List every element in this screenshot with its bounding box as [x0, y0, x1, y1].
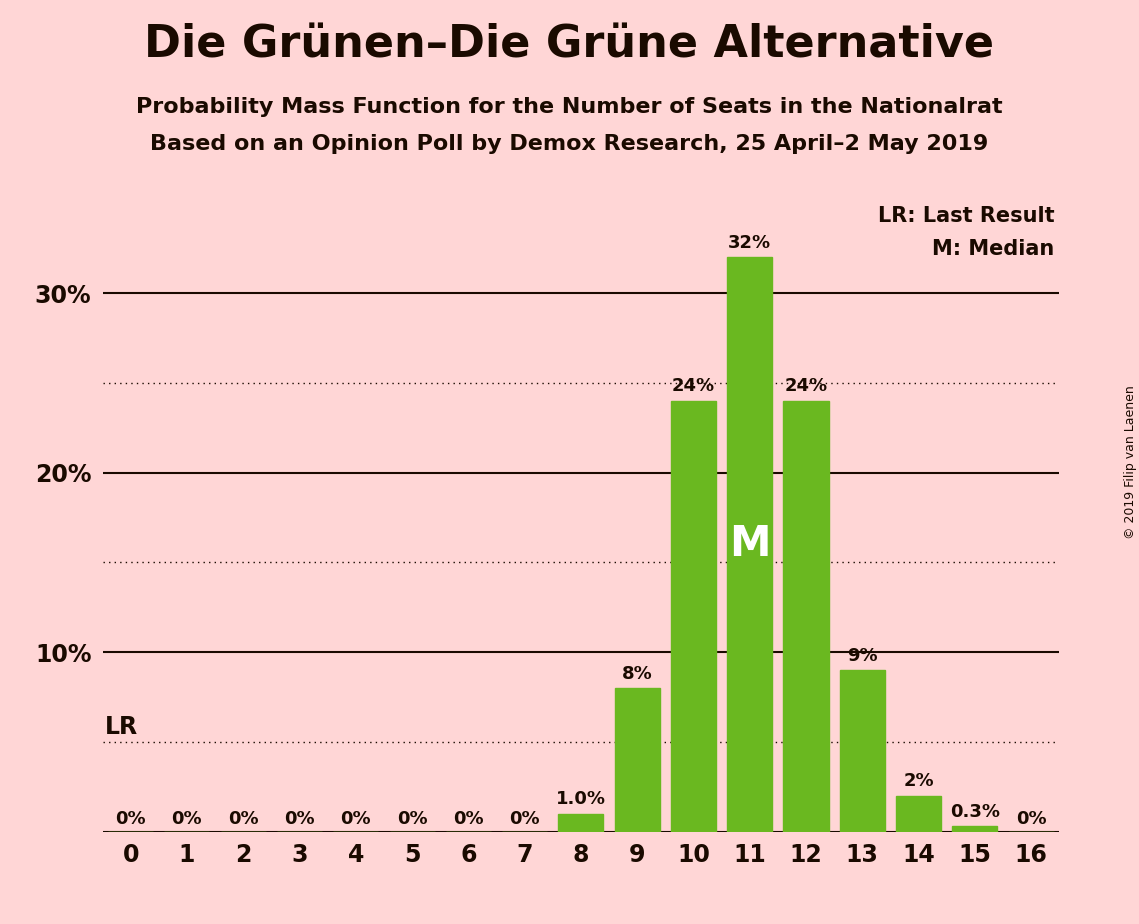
- Text: Based on an Opinion Poll by Demox Research, 25 April–2 May 2019: Based on an Opinion Poll by Demox Resear…: [150, 134, 989, 154]
- Text: 24%: 24%: [672, 377, 715, 395]
- Text: 8%: 8%: [622, 664, 653, 683]
- Text: 0%: 0%: [284, 810, 314, 828]
- Text: 1.0%: 1.0%: [556, 790, 606, 808]
- Text: © 2019 Filip van Laenen: © 2019 Filip van Laenen: [1124, 385, 1137, 539]
- Bar: [671, 401, 716, 832]
- Text: 0%: 0%: [1016, 810, 1047, 828]
- Bar: [615, 688, 659, 832]
- Text: 0%: 0%: [453, 810, 484, 828]
- Text: Die Grünen–Die Grüne Alternative: Die Grünen–Die Grüne Alternative: [145, 23, 994, 67]
- Bar: [558, 814, 604, 832]
- Text: 0%: 0%: [341, 810, 371, 828]
- Text: 9%: 9%: [847, 647, 878, 664]
- Text: LR: Last Result
M: Median: LR: Last Result M: Median: [878, 206, 1055, 260]
- Text: 32%: 32%: [728, 234, 771, 251]
- Text: 0%: 0%: [509, 810, 540, 828]
- Text: LR: LR: [105, 715, 139, 739]
- Bar: [896, 796, 941, 832]
- Text: 0%: 0%: [396, 810, 427, 828]
- Bar: [839, 670, 885, 832]
- Text: Probability Mass Function for the Number of Seats in the Nationalrat: Probability Mass Function for the Number…: [137, 97, 1002, 117]
- Text: 0%: 0%: [115, 810, 146, 828]
- Bar: [784, 401, 828, 832]
- Text: 2%: 2%: [903, 772, 934, 790]
- Text: 24%: 24%: [785, 377, 828, 395]
- Text: 0%: 0%: [228, 810, 259, 828]
- Bar: [952, 826, 998, 832]
- Text: M: M: [729, 523, 770, 565]
- Text: 0%: 0%: [172, 810, 203, 828]
- Bar: [727, 257, 772, 832]
- Text: 0.3%: 0.3%: [950, 803, 1000, 821]
